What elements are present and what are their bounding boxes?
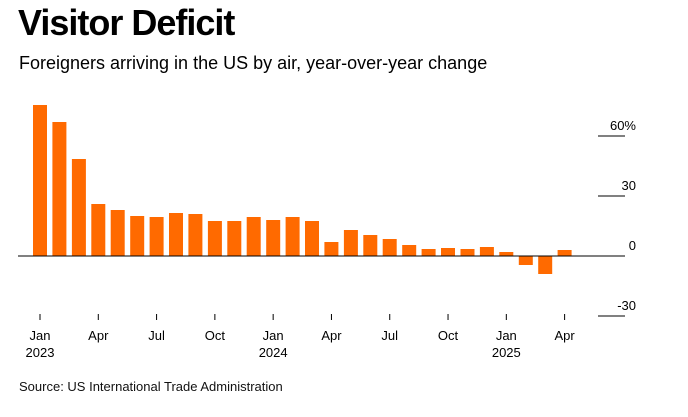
x-tick-label: Jan (496, 328, 517, 343)
bar (91, 204, 106, 256)
chart-subtitle: Foreigners arriving in the US by air, ye… (19, 53, 488, 73)
bar (343, 230, 358, 256)
bar (382, 239, 397, 256)
y-tick-label: 0 (629, 238, 636, 253)
x-tick-label: Jan (30, 328, 51, 343)
bar (460, 249, 475, 256)
bar (479, 247, 494, 256)
x-tick-year-label: 2024 (259, 345, 288, 360)
bar (110, 210, 125, 256)
bar (169, 213, 183, 256)
x-tick-year-label: 2025 (492, 345, 521, 360)
bar (149, 217, 164, 256)
bar (421, 249, 436, 256)
bar (130, 216, 145, 256)
x-tick-label: Jan (263, 328, 284, 343)
bar (363, 235, 378, 256)
bar (324, 242, 339, 256)
bar (305, 221, 319, 256)
x-tick-label: Jul (381, 328, 398, 343)
x-tick-label: Apr (321, 328, 342, 343)
x-tick-label: Oct (205, 328, 226, 343)
bar (33, 105, 47, 256)
chart-title: Visitor Deficit (18, 2, 235, 43)
bar (441, 248, 455, 256)
bar (246, 217, 261, 256)
bar (499, 252, 514, 256)
x-tick-label: Apr (554, 328, 575, 343)
x-tick-year-label: 2023 (26, 345, 55, 360)
source-note: Source: US International Trade Administr… (19, 379, 283, 394)
y-tick-label: -30 (617, 298, 636, 313)
x-tick-label: Oct (438, 328, 459, 343)
x-tick-label: Apr (88, 328, 109, 343)
bar (402, 245, 417, 256)
y-tick-label: 60% (610, 118, 636, 133)
bar (188, 214, 203, 256)
bar (518, 256, 533, 265)
bar (266, 220, 281, 256)
bar (52, 122, 67, 256)
bar (207, 221, 222, 256)
y-tick-label: 30 (622, 178, 636, 193)
bar (557, 250, 572, 256)
bar (71, 159, 86, 256)
bar (538, 256, 553, 274)
x-tick-label: Jul (148, 328, 165, 343)
bar (285, 217, 300, 256)
bar (227, 221, 242, 256)
